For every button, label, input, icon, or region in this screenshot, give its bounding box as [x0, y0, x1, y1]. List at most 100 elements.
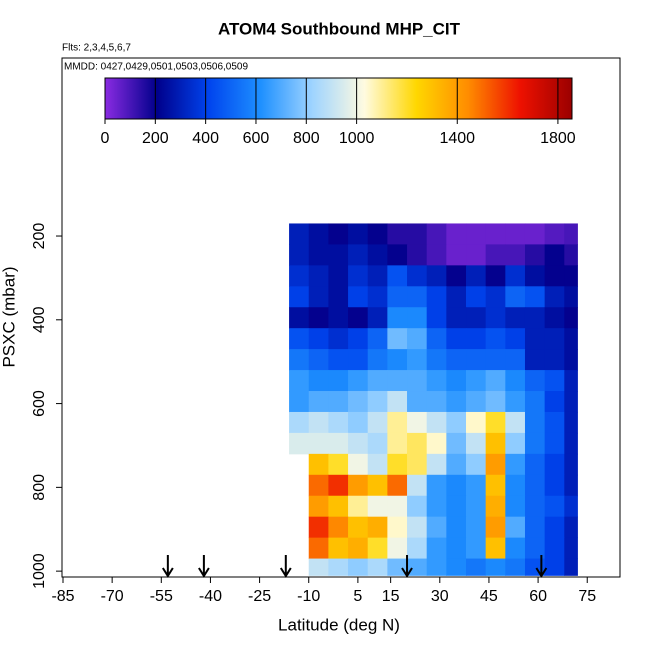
heat-cell — [505, 286, 526, 308]
heat-cell — [524, 391, 546, 413]
heat-cell — [544, 432, 565, 455]
heat-cell — [564, 328, 578, 350]
heat-cell — [466, 265, 487, 287]
heat-cell — [505, 265, 526, 287]
colorbar-tick-label: 0 — [101, 130, 110, 147]
x-tick-label: -70 — [101, 588, 124, 605]
heat-cell — [367, 537, 388, 560]
heat-cell — [289, 265, 310, 287]
y-tick-label: 400 — [31, 306, 48, 333]
heat-cell — [426, 537, 447, 560]
heat-cell — [446, 558, 467, 576]
x-tick-label: -10 — [297, 588, 320, 605]
heat-cell — [446, 328, 467, 350]
x-tick-label: 75 — [578, 588, 596, 605]
heat-cell — [308, 223, 329, 245]
colorbar — [104, 77, 573, 120]
heat-cell — [544, 495, 565, 518]
heat-cell — [485, 516, 506, 539]
x-tick-label: 45 — [480, 588, 498, 605]
heat-cell — [328, 558, 349, 576]
heat-cell — [367, 391, 388, 413]
heat-cell — [544, 411, 565, 434]
heat-cell — [524, 223, 546, 245]
heat-cell — [407, 432, 428, 455]
heat-cell — [387, 516, 408, 539]
heat-cell — [446, 391, 467, 413]
heat-cell — [387, 453, 408, 476]
heat-cell — [348, 349, 369, 371]
heat-cell — [407, 286, 428, 308]
x-tick-label: -40 — [199, 588, 222, 605]
heat-cell — [485, 223, 506, 245]
heat-cell — [426, 370, 447, 392]
y-tick-label: 800 — [31, 474, 48, 501]
heat-cell — [328, 474, 349, 497]
heat-cell — [485, 432, 506, 455]
heat-cell — [367, 495, 388, 518]
heat-cell — [564, 391, 578, 413]
heat-cell — [505, 391, 526, 413]
heat-cell — [524, 244, 546, 266]
heat-cell — [308, 391, 329, 413]
heat-cell — [505, 495, 526, 518]
heat-cell — [446, 474, 467, 497]
heat-cell — [367, 411, 388, 434]
heat-cell — [348, 223, 369, 245]
heat-cell — [387, 244, 408, 266]
heat-cell — [328, 516, 349, 539]
heat-cell — [426, 349, 447, 371]
heat-cell — [466, 370, 487, 392]
heat-cell — [524, 516, 546, 539]
heat-cell — [426, 495, 447, 518]
heat-cell — [308, 370, 329, 392]
heat-cell — [466, 537, 487, 560]
heat-cell — [289, 286, 310, 308]
heat-cell — [407, 474, 428, 497]
heat-cell — [466, 558, 487, 576]
heat-cell — [387, 474, 408, 497]
heat-cell — [348, 391, 369, 413]
heat-cell — [485, 495, 506, 518]
arrow — [401, 555, 413, 578]
heat-cell — [544, 391, 565, 413]
heat-cell — [426, 432, 447, 455]
colorbar-tick-label: 600 — [243, 130, 270, 147]
heat-cell — [407, 244, 428, 266]
x-tick-label: -85 — [51, 588, 74, 605]
heat-cell — [564, 349, 578, 371]
heat-cell — [348, 328, 369, 350]
heat-cell — [524, 370, 546, 392]
heat-cell — [505, 307, 526, 329]
heat-cell — [485, 391, 506, 413]
heat-cell — [348, 411, 369, 434]
heat-cell — [466, 516, 487, 539]
heat-cell — [348, 474, 369, 497]
heat-cell — [308, 537, 329, 560]
x-axis-label: Latitude (deg N) — [278, 615, 400, 634]
heat-cell — [485, 328, 506, 350]
heat-cell — [466, 328, 487, 350]
heat-cell — [348, 453, 369, 476]
subtitle: Flts: 2,3,4,5,6,7 — [62, 43, 131, 54]
heat-cell — [564, 244, 578, 266]
heat-cell — [367, 474, 388, 497]
heat-cell — [466, 432, 487, 455]
heat-cell — [446, 370, 467, 392]
heat-cell — [466, 349, 487, 371]
heat-cell — [348, 307, 369, 329]
x-tick-label: 15 — [382, 588, 400, 605]
heat-cell — [485, 558, 506, 576]
x-tick-label: 30 — [431, 588, 449, 605]
heat-cell — [426, 411, 447, 434]
heat-cell — [289, 391, 310, 413]
heat-cell — [544, 537, 565, 560]
heat-cell — [387, 307, 408, 329]
heat-cell — [426, 265, 447, 287]
heat-cell — [328, 391, 349, 413]
heat-cell — [524, 328, 546, 350]
heat-cell — [348, 244, 369, 266]
heat-cell — [544, 223, 565, 245]
heat-cell — [505, 558, 526, 576]
